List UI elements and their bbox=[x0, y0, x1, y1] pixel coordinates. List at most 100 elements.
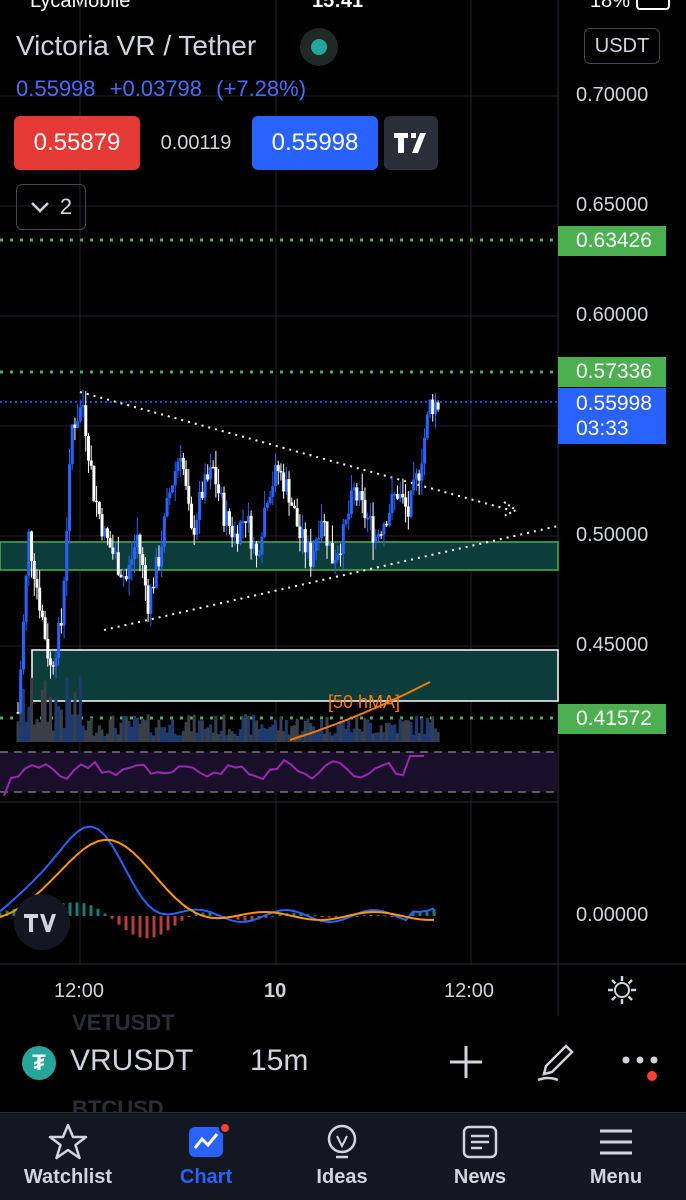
volume-bar bbox=[244, 714, 248, 742]
tradingview-button[interactable] bbox=[384, 116, 438, 170]
macd-histogram-bar bbox=[369, 914, 373, 916]
candle-body bbox=[320, 520, 324, 539]
candle-body bbox=[298, 526, 302, 538]
candle-body bbox=[379, 534, 383, 536]
volume-bar bbox=[404, 720, 408, 742]
volume-bar bbox=[363, 718, 367, 742]
volume-bar bbox=[189, 731, 193, 742]
price-tag-high[interactable]: 0.63426 bbox=[558, 226, 666, 256]
volume-bar bbox=[214, 715, 218, 742]
interval-selector[interactable]: 15m bbox=[250, 1044, 309, 1077]
volume-bar bbox=[328, 731, 332, 742]
currency-button[interactable]: USDT bbox=[584, 28, 660, 64]
support-zone-upper[interactable] bbox=[0, 541, 559, 571]
volume-bar bbox=[246, 715, 250, 742]
volume-bar bbox=[366, 719, 370, 742]
gear-icon[interactable] bbox=[606, 974, 638, 1006]
volume-bar bbox=[95, 732, 99, 742]
time-tick: 10 bbox=[264, 980, 287, 1002]
candle-body bbox=[423, 437, 427, 464]
trendline-upper[interactable] bbox=[79, 391, 511, 511]
volume-bar bbox=[409, 721, 413, 742]
candle-body bbox=[401, 493, 405, 498]
volume-bar bbox=[162, 726, 166, 742]
candle-body bbox=[436, 402, 440, 410]
symbol-title[interactable]: Victoria VR / Tether bbox=[16, 30, 257, 61]
macd-histogram-bar bbox=[383, 915, 387, 917]
support-zone-lower[interactable] bbox=[31, 649, 559, 702]
volume-bar bbox=[141, 718, 145, 742]
macd-histogram-bar bbox=[5, 910, 9, 916]
ma-label: [50 hMA] bbox=[328, 692, 400, 712]
volume-bar bbox=[382, 732, 386, 742]
volume-bar bbox=[390, 724, 394, 742]
candle-body bbox=[227, 511, 231, 526]
candle-body bbox=[176, 461, 180, 472]
tab-menu[interactable]: Menu bbox=[561, 1112, 671, 1200]
volume-bar bbox=[97, 725, 101, 742]
macd-histogram-bar bbox=[411, 912, 415, 916]
price-chart[interactable]: [50 hMA] bbox=[0, 0, 686, 1016]
volume-bar bbox=[279, 716, 283, 742]
volume-bar bbox=[230, 731, 234, 742]
macd-histogram-bar bbox=[432, 909, 436, 916]
macd-histogram-bar bbox=[145, 916, 149, 939]
quote-line: 0.55998 +0.03798 (+7.28%) bbox=[16, 76, 314, 102]
volume-bar bbox=[171, 719, 174, 742]
macd-histogram-bar bbox=[208, 912, 212, 916]
volume-bar bbox=[414, 715, 418, 742]
sell-button[interactable]: 0.55879 bbox=[14, 116, 140, 170]
add-button[interactable] bbox=[446, 1042, 486, 1082]
buy-button[interactable]: 0.55998 bbox=[252, 116, 378, 170]
time-tick: 12:00 bbox=[54, 980, 105, 1002]
candle-body bbox=[417, 473, 421, 481]
candle-body bbox=[195, 519, 199, 535]
candle-body bbox=[70, 424, 74, 465]
tab-news[interactable]: News bbox=[425, 1112, 535, 1200]
volume-bar bbox=[355, 715, 359, 742]
drawing-tools-button[interactable] bbox=[534, 1040, 578, 1084]
macd-histogram-bar bbox=[180, 916, 184, 921]
volume-bar bbox=[233, 733, 237, 742]
candle-body bbox=[330, 542, 334, 564]
rsi-line bbox=[3, 755, 424, 797]
macd-histogram-bar bbox=[152, 916, 156, 938]
candle-body bbox=[284, 479, 288, 492]
candle-body bbox=[230, 525, 234, 538]
notification-dot bbox=[647, 1071, 657, 1081]
volume-bar bbox=[116, 734, 120, 742]
indicator-collapse-button[interactable]: 2 bbox=[16, 184, 86, 230]
symbol-name[interactable]: VRUSDT bbox=[70, 1044, 194, 1077]
volume-bar bbox=[241, 716, 245, 742]
trendline-lower[interactable] bbox=[103, 525, 559, 631]
tab-chart[interactable]: Chart bbox=[151, 1112, 261, 1200]
macd-histogram-bar bbox=[390, 916, 394, 917]
candle-body bbox=[377, 534, 380, 537]
candle-body bbox=[119, 574, 123, 578]
candle-body bbox=[89, 460, 93, 466]
volume-bar bbox=[152, 735, 156, 742]
tab-watchlist[interactable]: Watchlist bbox=[13, 1112, 123, 1200]
volume-bar bbox=[436, 732, 440, 742]
price-tag-mid[interactable]: 0.57336 bbox=[558, 357, 666, 387]
candle-body bbox=[54, 657, 58, 667]
candle-body bbox=[301, 529, 305, 538]
volume-bar bbox=[143, 720, 147, 742]
macd-histogram-bar bbox=[173, 916, 177, 926]
tab-ideas[interactable]: Ideas bbox=[287, 1112, 397, 1200]
market-status-icon[interactable] bbox=[300, 28, 338, 66]
volume-bar bbox=[149, 732, 153, 742]
candle-body bbox=[198, 491, 202, 520]
more-menu-button[interactable] bbox=[620, 1052, 664, 1082]
candle-body bbox=[206, 474, 210, 480]
volume-bar bbox=[368, 722, 372, 742]
volume-bar bbox=[198, 720, 202, 742]
volume-bar bbox=[395, 733, 399, 742]
current-price-tag: 0.55998 03:33 bbox=[558, 388, 666, 444]
candle-body bbox=[385, 523, 389, 526]
candle-body bbox=[46, 638, 50, 659]
macd-histogram-bar bbox=[313, 915, 317, 917]
candle-body bbox=[412, 479, 416, 491]
macd-histogram bbox=[0, 902, 436, 939]
price-tag-low[interactable]: 0.41572 bbox=[558, 704, 666, 734]
